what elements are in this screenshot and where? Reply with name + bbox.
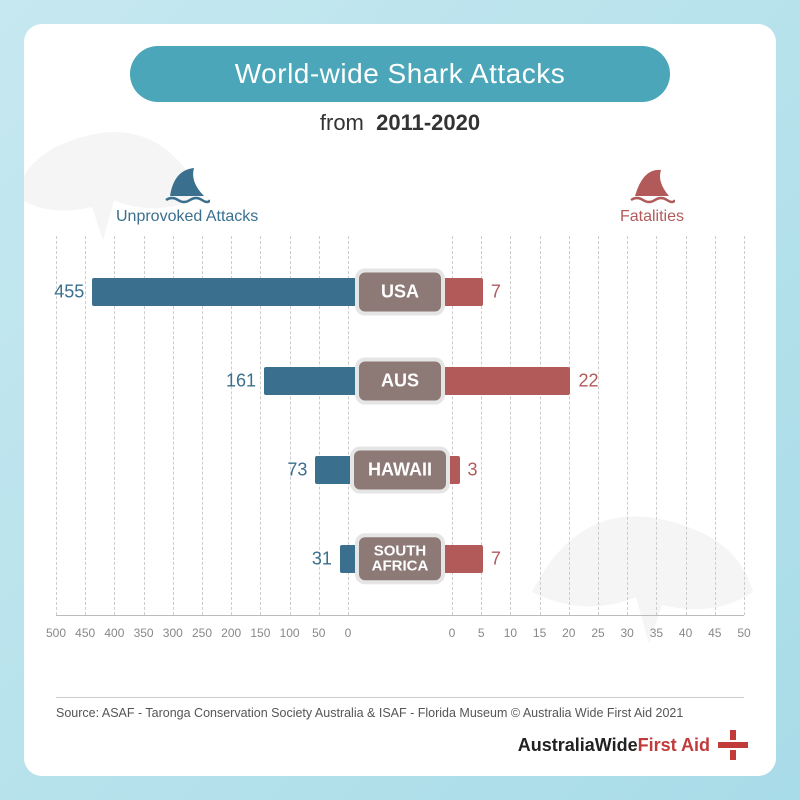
fatalities-bar — [442, 545, 483, 573]
chart-area: Unprovoked Attacks Fatalities 455 7 USA 161… — [56, 164, 744, 634]
source-line: Source: ASAF - Taronga Conservation Soci… — [56, 697, 744, 720]
axis-tick: 400 — [104, 626, 124, 640]
fatalities-value: 3 — [468, 459, 478, 480]
legend-left: Unprovoked Attacks — [116, 164, 258, 226]
attacks-bar — [264, 367, 358, 395]
axis-tick: 35 — [650, 626, 663, 640]
fatalities-bar — [442, 367, 570, 395]
axis-tick: 40 — [679, 626, 692, 640]
axis-tick: 500 — [46, 626, 66, 640]
axis-tick: 20 — [562, 626, 575, 640]
brand-text: AustraliaWideFirst Aid — [518, 735, 710, 756]
country-chip: HAWAII — [350, 446, 450, 493]
axis-tick: 30 — [621, 626, 634, 640]
data-row: 73 3 HAWAII — [56, 443, 744, 497]
axis-tick: 300 — [163, 626, 183, 640]
fatalities-value: 7 — [491, 548, 501, 569]
fatalities-value: 7 — [491, 282, 501, 303]
attacks-value: 73 — [287, 459, 307, 480]
legend-right: Fatalities — [620, 164, 684, 226]
fatalities-bar — [442, 278, 483, 306]
attacks-value: 455 — [54, 282, 84, 303]
brand-cross-icon — [718, 730, 748, 760]
shark-fin-icon — [629, 164, 675, 204]
axis-tick: 15 — [533, 626, 546, 640]
plot: 455 7 USA 161 22 AUS 73 3 HAWAII 31 7 SOUTHAFRICA — [56, 236, 744, 616]
data-row: 161 22 AUS — [56, 354, 744, 408]
x-axis: 0501001502002503003504004505000510152025… — [56, 622, 744, 648]
shark-fin-icon — [164, 164, 210, 204]
data-row: 31 7 SOUTHAFRICA — [56, 532, 744, 586]
data-row: 455 7 USA — [56, 265, 744, 319]
axis-tick: 50 — [737, 626, 750, 640]
axis-tick: 25 — [591, 626, 604, 640]
country-chip: SOUTHAFRICA — [355, 533, 445, 585]
axis-tick: 450 — [75, 626, 95, 640]
attacks-bar — [92, 278, 358, 306]
infographic-card: World-wide Shark Attacks from 2011-2020 … — [24, 24, 776, 776]
axis-tick: 0 — [345, 626, 352, 640]
country-chip: USA — [355, 269, 445, 316]
fatalities-value: 22 — [578, 371, 598, 392]
axis-tick: 45 — [708, 626, 721, 640]
axis-tick: 0 — [449, 626, 456, 640]
axis-tick: 50 — [312, 626, 325, 640]
country-chip: AUS — [355, 358, 445, 405]
attacks-value: 161 — [226, 371, 256, 392]
axis-tick: 100 — [280, 626, 300, 640]
attacks-value: 31 — [312, 548, 332, 569]
chart-title: World-wide Shark Attacks — [235, 58, 566, 90]
axis-tick: 350 — [134, 626, 154, 640]
axis-tick: 10 — [504, 626, 517, 640]
subtitle: from 2011-2020 — [24, 110, 776, 136]
axis-tick: 5 — [478, 626, 485, 640]
brand: AustraliaWideFirst Aid — [518, 730, 748, 760]
axis-tick: 200 — [221, 626, 241, 640]
legend-left-label: Unprovoked Attacks — [116, 208, 258, 226]
axis-tick: 250 — [192, 626, 212, 640]
axis-tick: 150 — [250, 626, 270, 640]
legend-right-label: Fatalities — [620, 208, 684, 226]
legend: Unprovoked Attacks Fatalities — [56, 164, 744, 236]
bar-rows: 455 7 USA 161 22 AUS 73 3 HAWAII 31 7 SOUTHAFRICA — [56, 236, 744, 615]
title-pill: World-wide Shark Attacks — [130, 46, 670, 102]
